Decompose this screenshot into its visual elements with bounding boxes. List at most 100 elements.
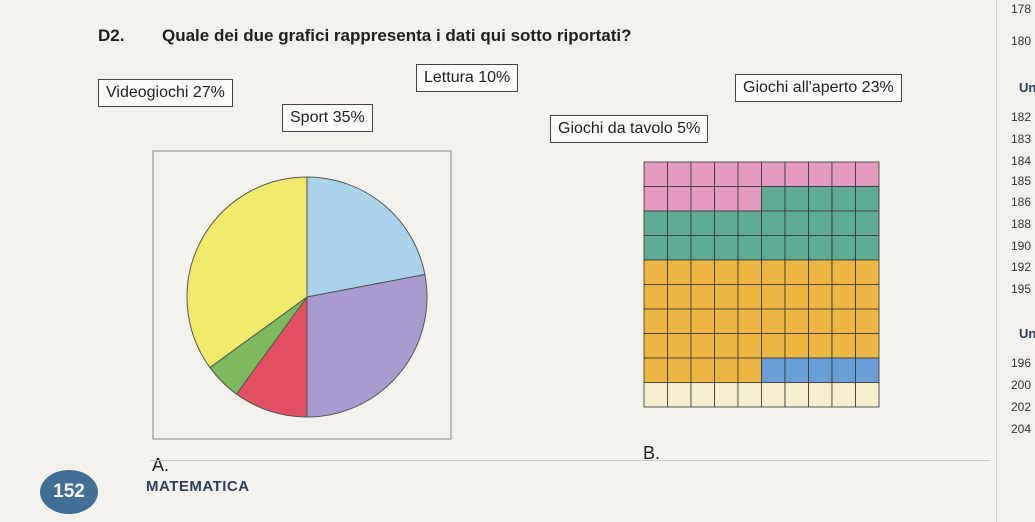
grid-cell <box>761 161 786 187</box>
grid-cell <box>690 235 715 261</box>
question-number: D2. <box>98 26 125 45</box>
grid-cell <box>667 284 692 310</box>
margin-heading: Unità <box>1019 80 1035 95</box>
grid-cell <box>784 382 809 408</box>
chart-a-caption: A. <box>152 455 170 475</box>
grid-cell <box>831 235 856 261</box>
grid-cell <box>831 308 856 334</box>
grid-cell <box>784 259 809 285</box>
grid-cell <box>667 210 692 236</box>
grid-cell <box>808 259 833 285</box>
grid-cell <box>784 284 809 310</box>
grid-cell <box>714 357 739 383</box>
grid-cell <box>643 382 668 408</box>
grid-cell <box>690 308 715 334</box>
grid-cell <box>690 382 715 408</box>
grid-cell <box>831 284 856 310</box>
grid-cell <box>714 210 739 236</box>
grid-cell <box>667 333 692 359</box>
pie-chart-frame <box>152 150 452 440</box>
grid-cell <box>761 357 786 383</box>
grid-cell <box>643 210 668 236</box>
grid-cell <box>714 259 739 285</box>
grid-cell <box>667 161 692 187</box>
grid-cell <box>737 284 762 310</box>
grid-cell <box>808 357 833 383</box>
grid-cell <box>643 235 668 261</box>
grid-cell <box>737 259 762 285</box>
grid-cell <box>808 161 833 187</box>
label-sport: Sport 35% <box>282 104 373 132</box>
grid-cell <box>855 259 880 285</box>
margin-number: 192 <box>1011 260 1032 274</box>
grid-cell <box>643 161 668 187</box>
grid-cell <box>855 333 880 359</box>
grid-cell <box>690 259 715 285</box>
grid-cell <box>831 161 856 187</box>
grid-cell <box>855 186 880 212</box>
grid-cell <box>690 186 715 212</box>
pie-slice-2 <box>235 295 308 418</box>
divider-line <box>150 460 990 461</box>
grid-cell <box>784 186 809 212</box>
grid-cell <box>808 333 833 359</box>
grid-cell <box>761 259 786 285</box>
grid-cell <box>831 382 856 408</box>
margin-index: 178 180 Unità 182 183 184 185 186 188 19… <box>996 0 1035 522</box>
grid-cell <box>714 186 739 212</box>
grid-cell <box>643 308 668 334</box>
grid-cell <box>855 357 880 383</box>
grid-cell <box>737 210 762 236</box>
grid-cell <box>643 333 668 359</box>
grid-cell <box>761 186 786 212</box>
grid-cell <box>808 284 833 310</box>
grid-cell <box>761 382 786 408</box>
grid-cell <box>761 308 786 334</box>
grid-cell <box>808 210 833 236</box>
grid-cell <box>737 161 762 187</box>
pie-chart-a <box>152 150 452 440</box>
grid-cell <box>690 210 715 236</box>
margin-number: 183 <box>1011 132 1032 146</box>
grid-cell <box>784 308 809 334</box>
grid-cell <box>808 382 833 408</box>
pie-slice-4 <box>186 176 308 369</box>
grid-cell <box>667 235 692 261</box>
margin-number: 195 <box>1011 282 1032 296</box>
label-giochi-aperto: Giochi all'aperto 23% <box>735 74 902 102</box>
margin-number: 196 <box>1011 356 1032 370</box>
grid-cell <box>714 284 739 310</box>
margin-number: 180 <box>1011 34 1032 48</box>
subject-label: MATEMATICA <box>146 478 250 495</box>
grid-cell <box>714 382 739 408</box>
grid-cell <box>784 235 809 261</box>
margin-heading: Unit <box>1019 326 1035 341</box>
grid-cell <box>808 186 833 212</box>
grid-cell <box>855 210 880 236</box>
grid-cell <box>667 382 692 408</box>
pie-slice-1 <box>306 273 428 418</box>
grid-cell <box>784 333 809 359</box>
grid-cell <box>690 357 715 383</box>
margin-number: 188 <box>1011 217 1032 231</box>
grid-cell <box>761 235 786 261</box>
grid-cell <box>667 308 692 334</box>
grid-cell <box>737 235 762 261</box>
grid-cell <box>855 235 880 261</box>
grid-cell <box>761 210 786 236</box>
grid-cell <box>690 161 715 187</box>
grid-cell <box>761 333 786 359</box>
grid-cell <box>737 308 762 334</box>
grid-cell <box>714 308 739 334</box>
grid-cell <box>737 186 762 212</box>
grid-cell <box>831 210 856 236</box>
label-giochi-tavolo: Giochi da tavolo 5% <box>550 115 709 143</box>
margin-number: 178 <box>1011 2 1032 16</box>
grid-cell <box>784 210 809 236</box>
grid-cell <box>855 161 880 187</box>
grid-cell <box>643 357 668 383</box>
margin-number: 182 <box>1011 110 1032 124</box>
grid-cell <box>667 259 692 285</box>
grid-cell <box>643 259 668 285</box>
grid-cell <box>737 357 762 383</box>
